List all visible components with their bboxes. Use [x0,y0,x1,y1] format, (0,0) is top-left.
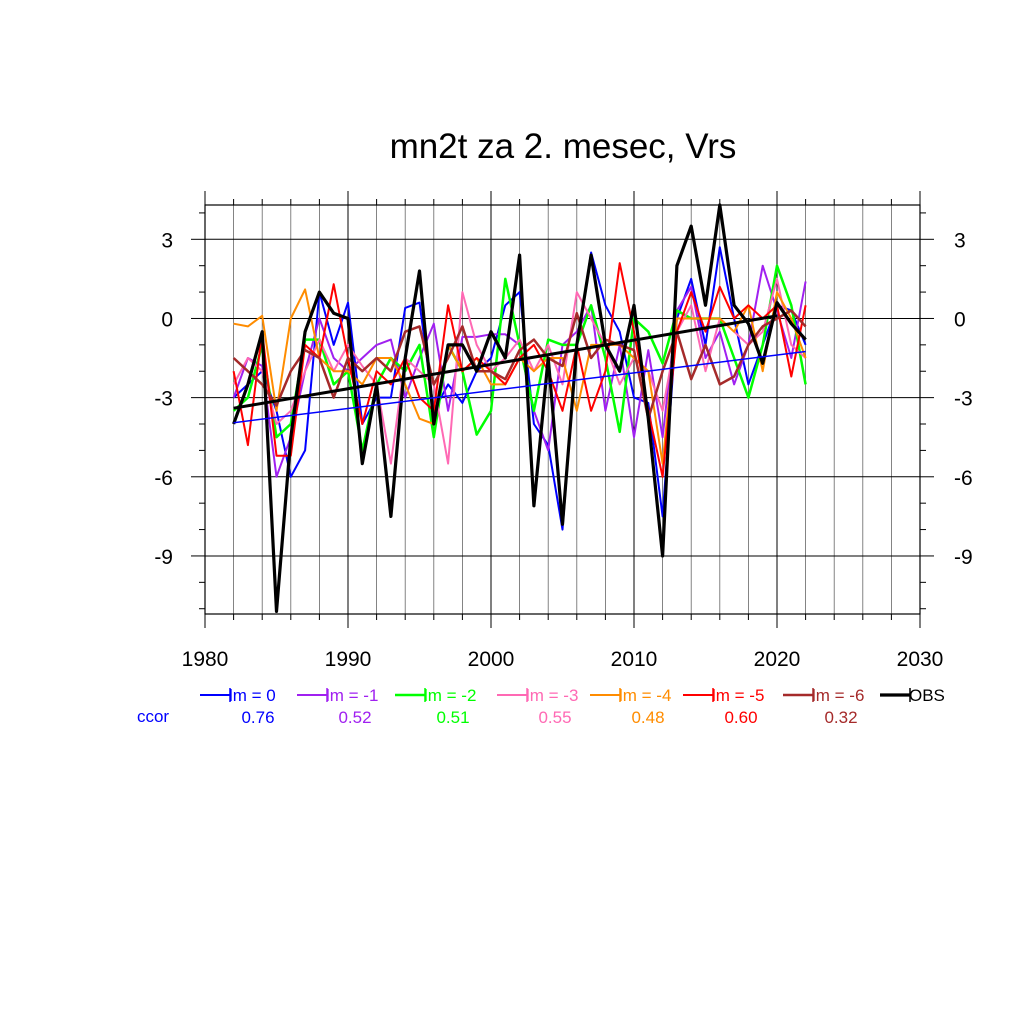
legend-label-5: lm = -5 [712,686,764,705]
y-tick-label-right: 3 [954,229,966,252]
series-line-6 [232,309,807,420]
legend-label-1: lm = -1 [326,686,378,705]
y-tick-label-left: -6 [154,467,173,490]
y-tick-label-left: -3 [154,388,173,411]
y-tick-label-left: 3 [161,229,173,252]
ccor-label: ccor [137,707,169,726]
trend-line-0 [233,350,806,424]
trend-line-1 [233,314,778,410]
series-line-3 [232,277,807,465]
series-lines [232,203,807,614]
ccor-value-6: 0.32 [824,708,857,727]
y-tick-label-left: 0 [161,308,173,331]
y-tick-label-right: -9 [954,546,973,569]
axes: 1980 1990 2000 2010 2020 2030 3 3 0 0 -3 -3 -6 -6 -9 -9 [154,191,973,671]
ccor-value-0: 0.76 [241,708,274,727]
x-tick-label: 2030 [897,648,944,671]
x-tick-label: 1990 [325,648,372,671]
x-tick-label: 2010 [611,648,658,671]
y-tick-label-right: 0 [954,308,966,331]
legend-label-0: lm = 0 [229,686,276,705]
legend-label-3: lm = -3 [526,686,578,705]
ccor-value-4: 0.48 [631,708,664,727]
y-tick-label-right: -6 [954,467,973,490]
plot-frame [204,204,921,615]
legend: lm = 0 0.76 lm = -1 0.52 lm = -2 0.51 lm = -3 0… [137,686,945,727]
legend-label-2: lm = -2 [424,686,476,705]
chart-title: mn2t za 2. mesec, Vrs [390,127,737,166]
series-line-0 [232,246,807,531]
y-tick-label-left: -9 [154,546,173,569]
ccor-value-3: 0.55 [538,708,571,727]
ccor-value-5: 0.60 [724,708,757,727]
ccor-value-1: 0.52 [338,708,371,727]
legend-label-7: OBS [909,686,945,705]
ccor-value-2: 0.51 [436,708,469,727]
series-line-7 [232,203,807,614]
x-tick-label: 1980 [182,648,229,671]
x-tick-label: 2020 [754,648,801,671]
y-tick-label-right: -3 [954,388,973,411]
legend-label-4: lm = -4 [619,686,671,705]
x-tick-label: 2000 [468,648,515,671]
legend-label-6: lm = -6 [812,686,864,705]
